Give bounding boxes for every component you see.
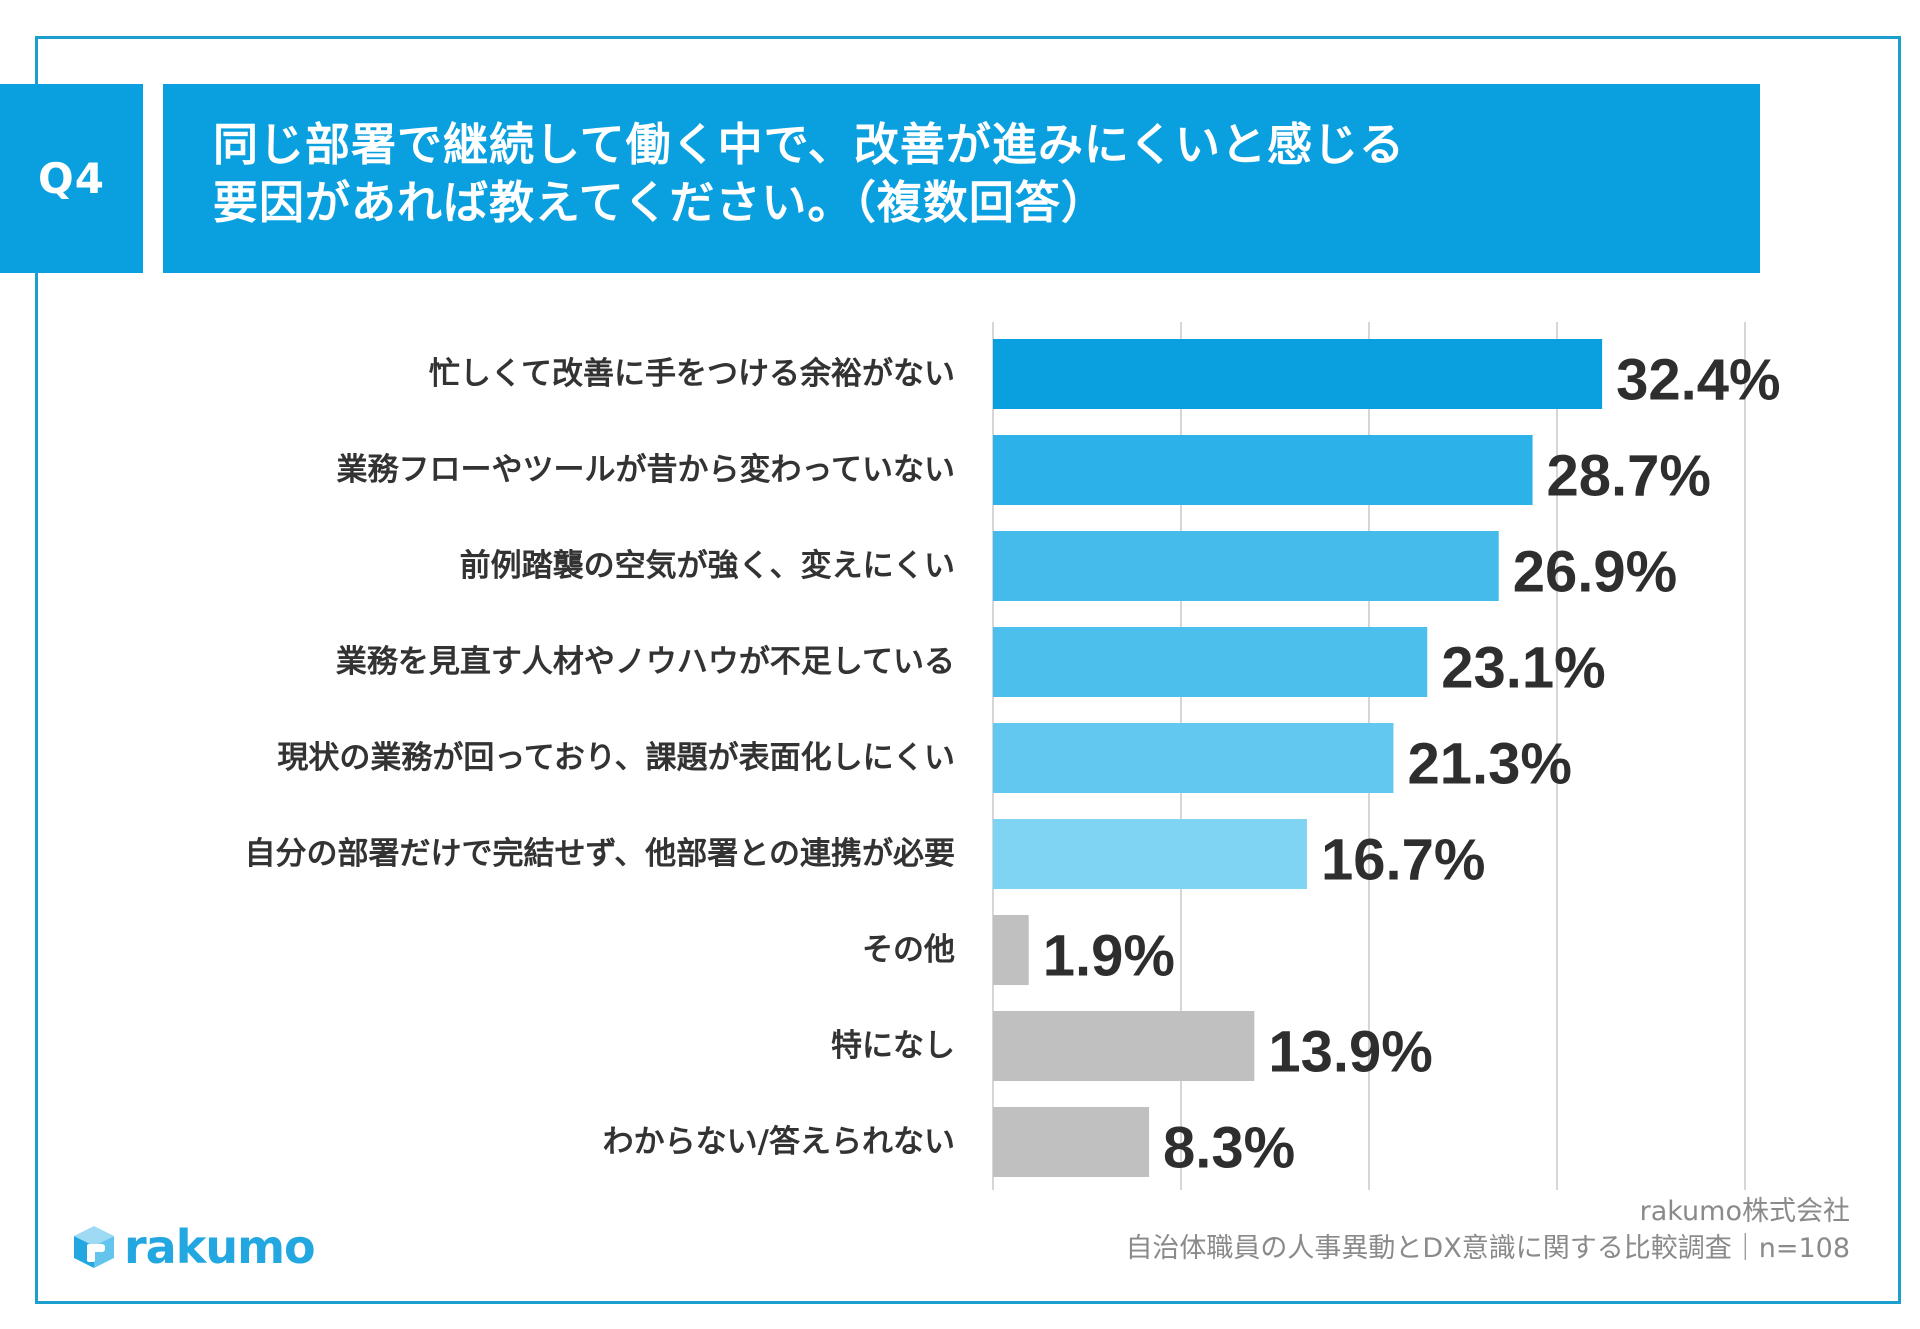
category-label: 業務フローやツールが昔から変わっていない — [337, 452, 955, 488]
value-label: 1.9% — [1043, 924, 1175, 989]
bar — [993, 1011, 1255, 1081]
bar — [993, 435, 1533, 505]
value-label: 32.4% — [1616, 348, 1780, 413]
bar — [993, 819, 1307, 889]
bar — [993, 1107, 1150, 1177]
bar — [993, 723, 1394, 793]
category-label: わからない/答えられない — [603, 1124, 955, 1160]
value-label: 16.7% — [1321, 828, 1485, 893]
bar — [993, 915, 1029, 985]
value-label: 26.9% — [1513, 540, 1677, 605]
bar — [993, 339, 1603, 409]
question-title-line2: 要因があれば教えてください。（複数回答） — [213, 176, 1107, 229]
bar — [993, 627, 1428, 697]
category-label: 現状の業務が回っており、課題が表面化しにくい — [277, 740, 955, 776]
bar — [993, 531, 1499, 601]
footer-survey: 自治体職員の人事異動とDX意識に関する比較調査｜n=108 — [1125, 1233, 1850, 1264]
footer-credit: rakumo株式会社 自治体職員の人事異動とDX意識に関する比較調査｜n=108 — [1125, 1193, 1850, 1267]
question-title-line1: 同じ部署で継続して働く中で、改善が進みにくいと感じる — [213, 118, 1405, 171]
value-label: 21.3% — [1407, 732, 1571, 797]
footer-company: rakumo株式会社 — [1639, 1196, 1850, 1227]
rakumo-logo: rakumo — [72, 1220, 316, 1274]
logo-text: rakumo — [124, 1220, 316, 1274]
value-label: 28.7% — [1547, 444, 1711, 509]
category-label: 特になし — [831, 1028, 955, 1064]
value-label: 8.3% — [1163, 1116, 1295, 1181]
category-label: その他 — [862, 932, 955, 968]
category-label: 前例踏襲の空気が強く、変えにくい — [460, 548, 955, 584]
value-label: 13.9% — [1268, 1020, 1432, 1085]
category-label: 自分の部署だけで完結せず、他部署との連携が必要 — [244, 836, 955, 872]
cube-icon — [74, 1226, 114, 1268]
category-label: 忙しくて改善に手をつける余裕がない — [429, 356, 955, 392]
value-label: 23.1% — [1441, 636, 1605, 701]
question-title: 同じ部署で継続して働く中で、改善が進みにくいと感じる 要因があれば教えてください… — [163, 84, 1760, 273]
category-label: 業務を見直す人材やノウハウが不足している — [336, 644, 955, 680]
question-badge: Q4 — [0, 84, 143, 273]
